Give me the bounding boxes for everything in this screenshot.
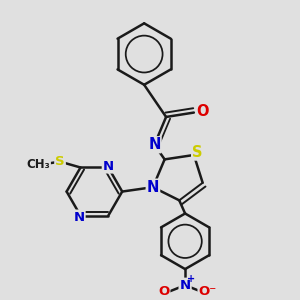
Text: N: N <box>148 137 160 152</box>
Text: N: N <box>74 211 85 224</box>
Text: N: N <box>103 160 114 172</box>
Text: N: N <box>147 180 159 195</box>
Text: N: N <box>179 279 191 292</box>
Text: CH₃: CH₃ <box>26 158 50 171</box>
Text: O⁻: O⁻ <box>199 285 217 298</box>
Text: S: S <box>55 155 65 168</box>
Text: S: S <box>192 145 202 160</box>
Text: +: + <box>188 274 196 284</box>
Text: O: O <box>158 285 169 298</box>
Text: O: O <box>196 103 209 118</box>
